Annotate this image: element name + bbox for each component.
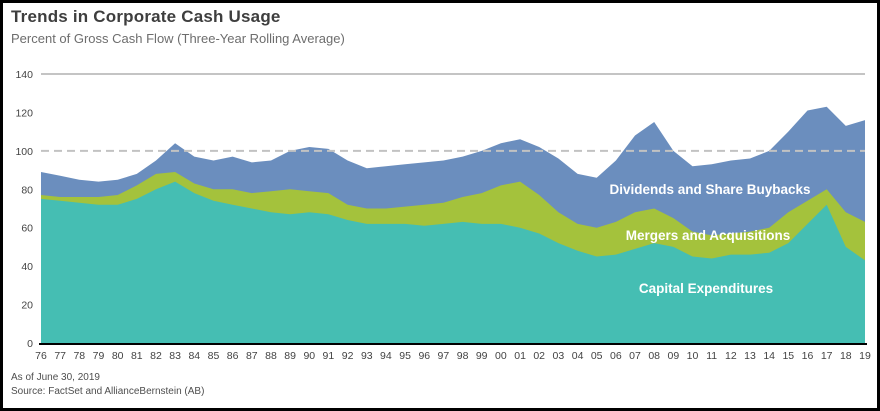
- x-axis-tick-label: 11: [706, 350, 717, 362]
- x-axis-tick-label: 80: [112, 350, 124, 362]
- x-axis-tick-label: 16: [802, 350, 814, 362]
- as-of-note: As of June 30, 2019: [11, 372, 100, 383]
- x-axis-tick-label: 86: [227, 350, 239, 362]
- x-axis-tick-label: 99: [476, 350, 488, 362]
- y-axis-tick-label: 20: [21, 300, 33, 312]
- x-axis-tick-label: 14: [763, 350, 775, 362]
- x-axis-tick-label: 10: [687, 350, 699, 362]
- x-axis-tick-label: 93: [361, 350, 373, 362]
- y-axis-tick-label: 0: [27, 338, 33, 350]
- x-axis-tick-label: 84: [188, 350, 200, 362]
- y-axis-tick-label: 40: [21, 261, 33, 273]
- x-axis-tick-label: 82: [150, 350, 162, 362]
- series-label: Dividends and Share Buybacks: [609, 182, 810, 197]
- chart-subtitle: Percent of Gross Cash Flow (Three-Year R…: [11, 31, 345, 46]
- chart-title: Trends in Corporate Cash Usage: [11, 7, 281, 26]
- x-axis-tick-label: 78: [73, 350, 85, 362]
- x-axis-tick-label: 85: [208, 350, 220, 362]
- x-axis-tick-label: 05: [591, 350, 603, 362]
- x-axis-tick-label: 04: [572, 350, 584, 362]
- x-axis-tick-label: 81: [131, 350, 143, 362]
- x-axis-tick-label: 96: [418, 350, 430, 362]
- x-axis-tick-label: 90: [303, 350, 315, 362]
- x-axis-tick-label: 17: [821, 350, 833, 362]
- source-note: Source: FactSet and AllianceBernstein (A…: [11, 386, 205, 397]
- y-axis-tick-label: 120: [15, 107, 33, 119]
- y-axis-tick-label: 80: [21, 184, 33, 196]
- x-axis-tick-label: 02: [533, 350, 545, 362]
- x-axis-tick-label: 98: [457, 350, 469, 362]
- y-axis-tick-label: 140: [15, 69, 33, 81]
- series-label: Mergers and Acquisitions: [626, 228, 791, 243]
- x-axis-tick-label: 18: [840, 350, 852, 362]
- x-axis-tick-label: 87: [246, 350, 258, 362]
- x-axis-tick-label: 77: [54, 350, 66, 362]
- y-axis-tick-label: 100: [15, 146, 33, 158]
- x-axis-tick-label: 94: [380, 350, 392, 362]
- x-axis-tick-label: 01: [514, 350, 526, 362]
- x-axis-tick-label: 97: [438, 350, 450, 362]
- area-capital-expenditures: [41, 181, 865, 343]
- x-axis-tick-label: 19: [859, 350, 871, 362]
- x-axis-tick-label: 83: [169, 350, 181, 362]
- x-axis-tick-label: 08: [648, 350, 660, 362]
- x-axis-tick-label: 00: [495, 350, 507, 362]
- x-axis-tick-label: 92: [342, 350, 354, 362]
- x-axis-tick-label: 79: [93, 350, 105, 362]
- x-axis-tick-label: 03: [553, 350, 565, 362]
- series-label: Capital Expenditures: [639, 281, 773, 296]
- x-axis-tick-label: 07: [629, 350, 641, 362]
- x-axis-tick-label: 15: [782, 350, 794, 362]
- x-axis-tick-label: 12: [725, 350, 737, 362]
- x-axis-tick-label: 91: [323, 350, 335, 362]
- x-axis-tick-label: 76: [35, 350, 47, 362]
- x-axis-tick-label: 06: [610, 350, 622, 362]
- x-axis-tick-label: 09: [668, 350, 680, 362]
- x-axis-tick-label: 95: [399, 350, 411, 362]
- x-axis-tick-label: 13: [744, 350, 756, 362]
- y-axis-tick-label: 60: [21, 223, 33, 235]
- x-axis-tick-label: 89: [284, 350, 296, 362]
- x-axis-tick-label: 88: [265, 350, 277, 362]
